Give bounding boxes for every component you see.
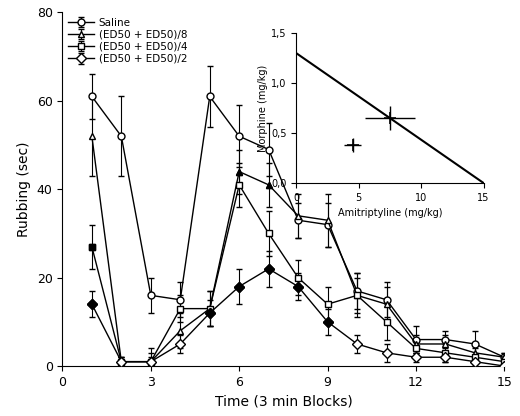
Y-axis label: Rubbing (sec): Rubbing (sec) — [17, 141, 31, 237]
X-axis label: Time (3 min Blocks): Time (3 min Blocks) — [215, 394, 352, 409]
Legend: Saline, (ED50 + ED50)/8, (ED50 + ED50)/4, (ED50 + ED50)/2: Saline, (ED50 + ED50)/8, (ED50 + ED50)/4… — [68, 18, 187, 64]
Y-axis label: Morphine (mg/kg): Morphine (mg/kg) — [258, 64, 268, 152]
X-axis label: Amitriptyline (mg/kg): Amitriptyline (mg/kg) — [338, 208, 442, 218]
